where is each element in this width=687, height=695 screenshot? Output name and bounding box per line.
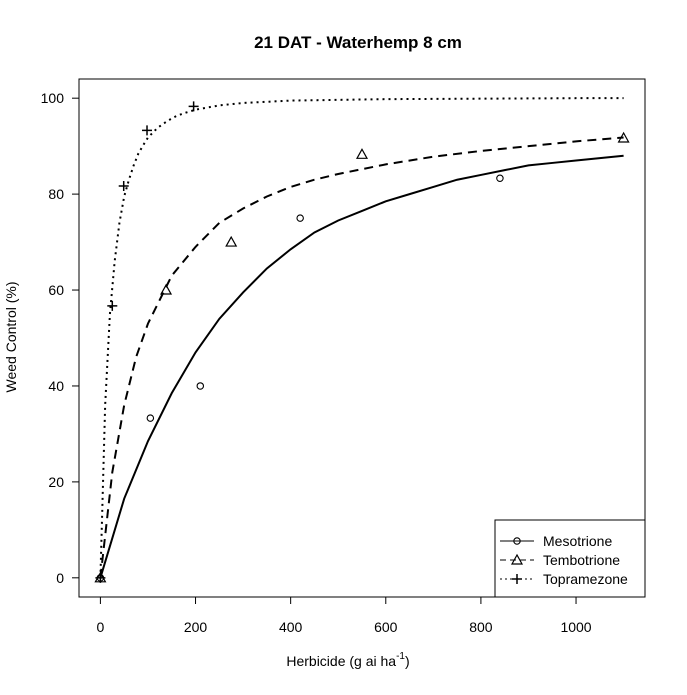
topramezone-curve — [99, 97, 624, 578]
mesotrione-curve — [99, 154, 624, 579]
mesotrione-point — [196, 382, 205, 390]
topramezone-point — [142, 125, 153, 136]
x-tick-label: 200 — [184, 619, 208, 635]
mesotrione-point — [146, 414, 155, 422]
legend-marker-topramezone — [512, 574, 522, 584]
topramezone-point — [95, 572, 106, 583]
x-axis-label: Herbicide (g ai ha-1) — [286, 651, 409, 669]
tembotrione-point — [617, 131, 630, 143]
y-tick-label: 60 — [48, 282, 64, 298]
x-tick-label: 1000 — [560, 619, 591, 635]
tembotrione-point — [355, 148, 369, 159]
tembotrione-point — [160, 283, 173, 295]
y-tick-label: 20 — [48, 474, 64, 490]
fitted-curves — [99, 97, 624, 579]
y-axis: 0 20 40 60 80 100 — [41, 90, 79, 586]
topramezone-point — [188, 101, 199, 112]
x-tick-label: 800 — [469, 619, 493, 635]
tembotrione-point — [225, 235, 238, 247]
legend: Mesotrione Tembotrione Topramezone — [494, 519, 646, 598]
y-tick-label: 80 — [48, 186, 64, 202]
x-axis-label-superscript: -1 — [396, 651, 405, 662]
tembotrione-curve — [99, 136, 624, 578]
legend-marker-tembotrione — [510, 553, 524, 565]
x-axis-label-text: Herbicide (g ai ha — [286, 653, 396, 669]
x-axis-label-close: ) — [405, 653, 410, 669]
legend-marker-mesotrione — [513, 537, 521, 545]
plot-frame — [78, 78, 646, 598]
y-tick-label: 40 — [48, 378, 64, 394]
legend-label-topramezone: Topramezone — [543, 571, 628, 587]
legend-box — [494, 519, 646, 598]
y-axis-label: Weed Control (%) — [3, 281, 19, 392]
mesotrione-point — [296, 214, 304, 222]
chart-title: 21 DAT - Waterhemp 8 cm — [254, 33, 462, 52]
y-tick-label: 100 — [41, 90, 65, 106]
x-tick-label: 400 — [279, 619, 303, 635]
topramezone-point — [107, 300, 118, 311]
legend-label-tembotrione: Tembotrione — [543, 552, 620, 568]
x-axis: 0 200 400 600 800 1000 — [97, 597, 592, 635]
data-markers — [94, 101, 630, 583]
legend-label-mesotrione: Mesotrione — [543, 533, 612, 549]
x-tick-label: 0 — [97, 619, 105, 635]
mesotrione-point — [496, 174, 504, 183]
topramezone-point — [118, 180, 129, 191]
y-tick-label: 0 — [56, 570, 64, 586]
x-tick-label: 600 — [374, 619, 398, 635]
